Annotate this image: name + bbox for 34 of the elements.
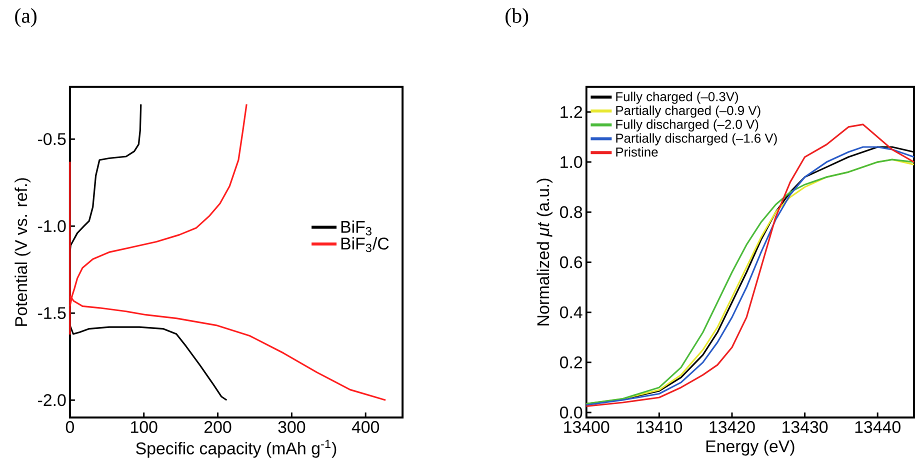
x-tick-label: 100 [131, 420, 158, 433]
legend-label: Pristine [616, 146, 658, 156]
legend-label: BiF$_{3}$/C [341, 236, 389, 252]
y-tick-label: 0.6 [560, 256, 582, 268]
x-axis-title: Energy (eV) [706, 440, 794, 456]
x-tick-label: 300 [278, 420, 306, 433]
y-tick-label: 1.0 [560, 156, 582, 168]
y-tick-label: -0.5 [38, 132, 66, 145]
y-axis-title: Normalized μt (a.u.) [536, 178, 552, 326]
legend-label: Fully discharged (–2.0 V) [616, 119, 758, 132]
x-tick-label: 13410 [636, 420, 682, 433]
y-tick-label: 0.8 [560, 206, 582, 218]
y-tick-label: 1.2 [560, 106, 582, 118]
x-tick-label: 200 [204, 420, 232, 433]
chart-title: (b) [506, 8, 528, 27]
y-tick-label: 0.2 [560, 356, 582, 368]
y-tick-label: -1.5 [38, 306, 66, 319]
legend-label: BiF$_{3}$ [341, 220, 372, 236]
chart-title: (a) [15, 8, 36, 27]
x-tick-label: 0 [66, 420, 74, 433]
y-tick-label: 0.4 [560, 306, 582, 318]
x-axis-title: Specific capacity (mAh g$^{-1}$) [136, 440, 336, 458]
legend-label: Fully charged (–0.3V) [616, 91, 738, 104]
y-tick-label: -2.0 [38, 394, 66, 406]
x-tick-label: 13400 [564, 420, 610, 433]
y-axis-title: Potential (V vs. ref.) [14, 178, 30, 326]
legend-label: Partially discharged (–1.6 V) [616, 133, 777, 146]
y-tick-label: -1.0 [38, 220, 66, 232]
x-tick-label: 13430 [782, 420, 828, 433]
legend-label: Partially charged (–0.9 V) [616, 105, 760, 118]
y-tick-label: 0.0 [560, 406, 582, 418]
x-tick-label: 400 [352, 420, 380, 433]
x-tick-label: 13420 [710, 420, 755, 433]
x-tick-label: 13440 [855, 420, 900, 433]
